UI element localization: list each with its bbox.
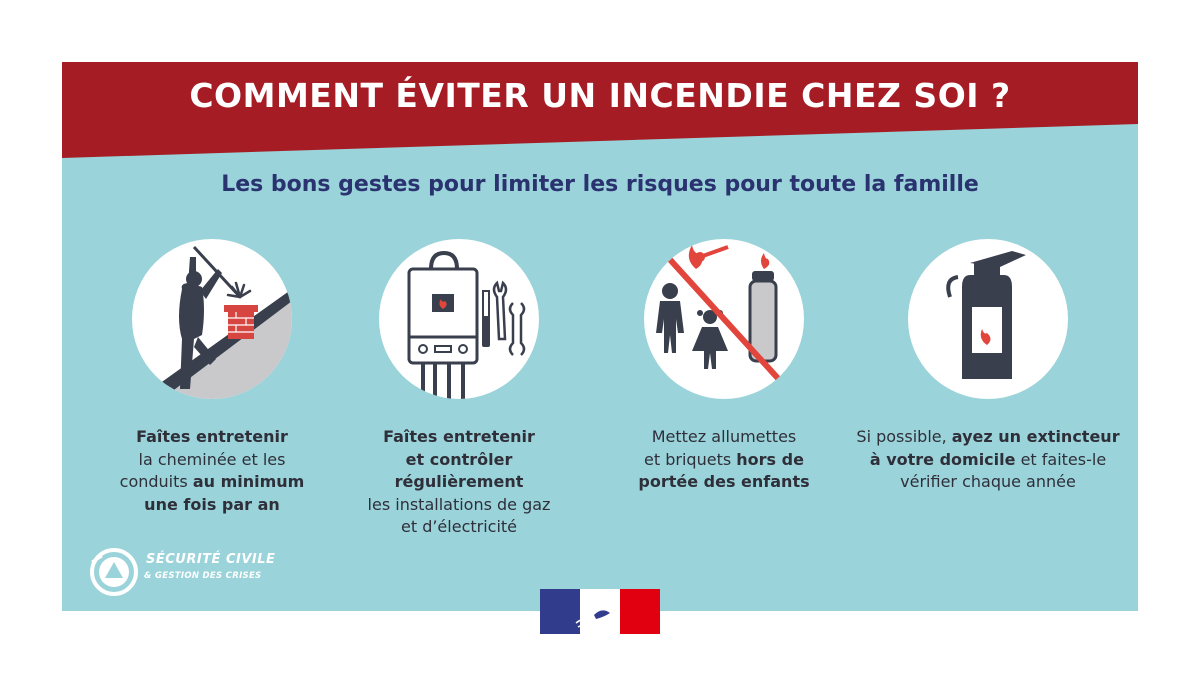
caption-bold-text: au minimum	[192, 472, 305, 491]
caption-text: Si possible,	[856, 427, 952, 446]
caption-line: les installations de gaz	[334, 494, 584, 517]
caption-text: Mettez allumettes	[651, 427, 797, 446]
caption-text: et faites-le	[1015, 449, 1107, 469]
caption-text: vérifier chaque année	[900, 472, 1076, 491]
no-matches-children-icon	[644, 239, 804, 399]
caption-line: régulièrement	[334, 471, 584, 494]
marianne-flag-logo	[540, 589, 660, 634]
tip-caption-3: Mettez allumettes et briquets hors de port…	[599, 426, 849, 494]
tip-caption-2: Faîtes entretenir et contrôler régulièreme…	[334, 426, 584, 539]
caption-line: vérifier chaque année	[856, 471, 1120, 494]
tip-caption-4: Si possible, ayez un extincteur à votre d…	[856, 426, 1120, 494]
infographic-card: COMMENT ÉVITER UN INCENDIE CHEZ SOI ? Le…	[62, 62, 1138, 611]
caption-bold-text: ayez un extincteur	[951, 427, 1120, 446]
logo-line-2: & GESTION DES CRISES	[144, 571, 262, 581]
caption-text: conduits	[119, 472, 193, 491]
page-title: COMMENT ÉVITER UN INCENDIE CHEZ SOI ?	[189, 76, 1011, 115]
chimney-sweep-icon	[132, 239, 292, 399]
boiler-tools-icon	[379, 239, 539, 399]
caption-line: portée des enfants	[599, 471, 849, 494]
caption-line: la cheminée et les	[87, 449, 337, 472]
tip-caption-1: Faîtes entretenir la cheminée et les condu…	[87, 426, 337, 516]
caption-bold-text: Faîtes entretenir	[136, 427, 288, 446]
caption-line: Faîtes entretenir	[334, 426, 584, 449]
fire-extinguisher-icon	[908, 239, 1068, 399]
caption-text: les installations de gaz	[367, 494, 551, 514]
caption-line: à votre domicile et faites-le	[856, 449, 1120, 472]
caption-bold-text: Faîtes entretenir	[383, 427, 535, 446]
subtitle: Les bons gestes pour limiter les risques…	[221, 172, 979, 197]
caption-line: conduits au minimum	[87, 471, 337, 494]
caption-line: Si possible, ayez un extincteur	[856, 426, 1120, 449]
caption-bold-text: et contrôler	[405, 449, 513, 469]
caption-line: Faîtes entretenir	[87, 426, 337, 449]
caption-bold-text: régulièrement	[394, 472, 524, 491]
caption-line: et d’électricité	[334, 516, 584, 539]
caption-bold-text: portée des enfants	[638, 472, 810, 491]
logo-line-1: SÉCURITÉ CIVILE	[146, 552, 276, 567]
caption-bold-text: à votre domicile	[869, 449, 1016, 469]
securite-civile-logo: SÉCURITÉ CIVILE & GESTION DES CRISES	[88, 544, 308, 602]
caption-line: et briquets hors de	[599, 449, 849, 472]
caption-bold-text: une fois par an	[144, 494, 280, 514]
title-banner: COMMENT ÉVITER UN INCENDIE CHEZ SOI ?	[62, 62, 1138, 162]
caption-line: et contrôler	[334, 449, 584, 472]
caption-bold-text: hors de	[736, 449, 804, 469]
caption-text: et d’électricité	[400, 517, 518, 536]
caption-text: et briquets	[644, 449, 737, 469]
caption-text: la cheminée et les	[138, 449, 286, 469]
caption-line: Mettez allumettes	[599, 426, 849, 449]
caption-line: une fois par an	[87, 494, 337, 517]
